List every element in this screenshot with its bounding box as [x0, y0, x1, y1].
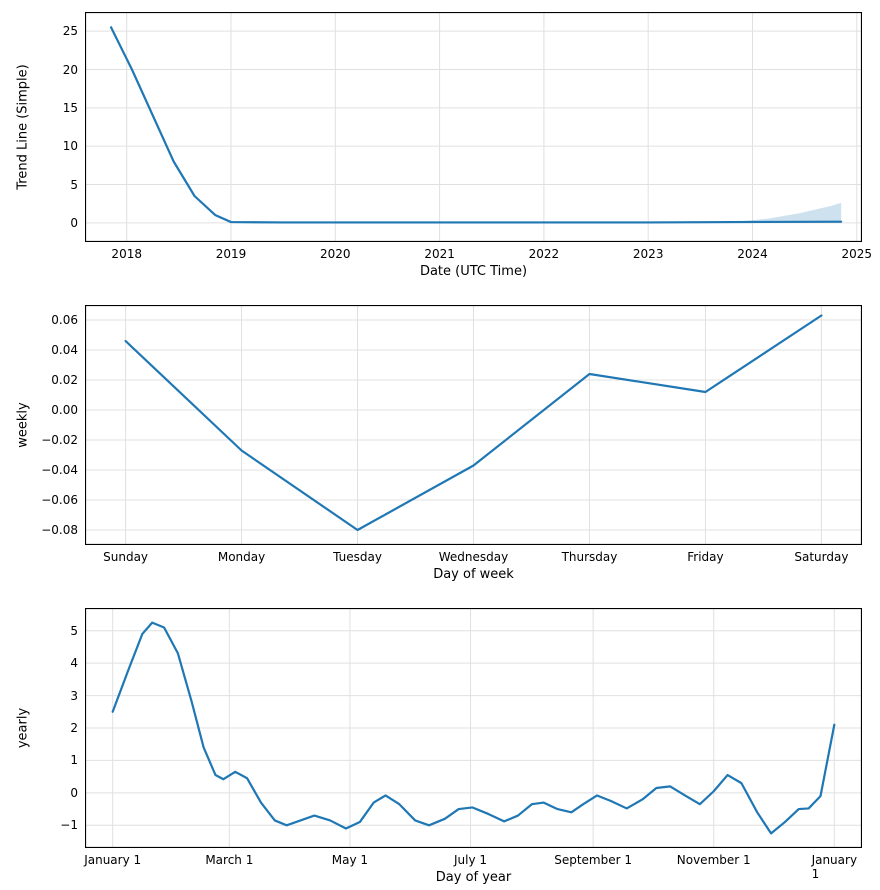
ytick-label: 4 — [70, 656, 78, 670]
ytick-label: 0.04 — [51, 343, 78, 357]
ytick-label: −0.08 — [41, 523, 78, 537]
ytick-label: −0.02 — [41, 433, 78, 447]
xtick-label: Friday — [687, 550, 723, 564]
ytick-label: 2 — [70, 721, 78, 735]
ytick-label: −0.04 — [41, 463, 78, 477]
xtick-label: 2025 — [842, 247, 873, 261]
ytick-label: 10 — [63, 139, 78, 153]
ytick-label: 25 — [63, 24, 78, 38]
xtick-label: January 1 — [84, 853, 141, 867]
ytick-label: 0 — [70, 216, 78, 230]
figure: 2018201920202021202220232024202505101520… — [0, 0, 880, 890]
ytick-label: 5 — [70, 624, 78, 638]
yearly-chart: January 1March 1May 1July 1September 1No… — [85, 608, 862, 848]
xtick-label: March 1 — [205, 853, 253, 867]
xtick-label: 2021 — [424, 247, 455, 261]
ytick-label: 20 — [63, 63, 78, 77]
trend-chart: 2018201920202021202220232024202505101520… — [85, 12, 862, 242]
xtick-label: November 1 — [677, 853, 751, 867]
xtick-label: Thursday — [562, 550, 618, 564]
xtick-label: September 1 — [554, 853, 632, 867]
xlabel: Day of week — [85, 567, 862, 582]
ytick-label: 0.02 — [51, 373, 78, 387]
ytick-label: 3 — [70, 689, 78, 703]
xtick-label: July 1 — [454, 853, 487, 867]
xlabel: Day of year — [85, 870, 862, 885]
ylabel: Trend Line (Simple) — [16, 64, 31, 189]
ytick-label: −0.06 — [41, 493, 78, 507]
series-line — [111, 27, 841, 222]
xtick-label: 2022 — [529, 247, 560, 261]
ytick-label: 0 — [70, 786, 78, 800]
ytick-label: 0.00 — [51, 403, 78, 417]
ytick-label: 0.06 — [51, 313, 78, 327]
ytick-label: 5 — [70, 178, 78, 192]
ytick-label: −1 — [60, 818, 78, 832]
xtick-label: Wednesday — [439, 550, 508, 564]
ylabel: yearly — [16, 708, 31, 748]
xtick-label: 2020 — [320, 247, 351, 261]
xtick-label: Saturday — [794, 550, 848, 564]
xtick-label: Tuesday — [333, 550, 382, 564]
xlabel: Date (UTC Time) — [85, 264, 862, 279]
xtick-label: Sunday — [103, 550, 148, 564]
xtick-label: May 1 — [332, 853, 368, 867]
xtick-label: 2018 — [111, 247, 142, 261]
xtick-label: 2024 — [737, 247, 768, 261]
ytick-label: 15 — [63, 101, 78, 115]
xtick-label: 2019 — [216, 247, 247, 261]
weekly-chart: SundayMondayTuesdayWednesdayThursdayFrid… — [85, 305, 862, 545]
xtick-label: Monday — [218, 550, 265, 564]
xtick-label: 2023 — [633, 247, 664, 261]
ytick-label: 1 — [70, 753, 78, 767]
ylabel: weekly — [16, 402, 31, 447]
